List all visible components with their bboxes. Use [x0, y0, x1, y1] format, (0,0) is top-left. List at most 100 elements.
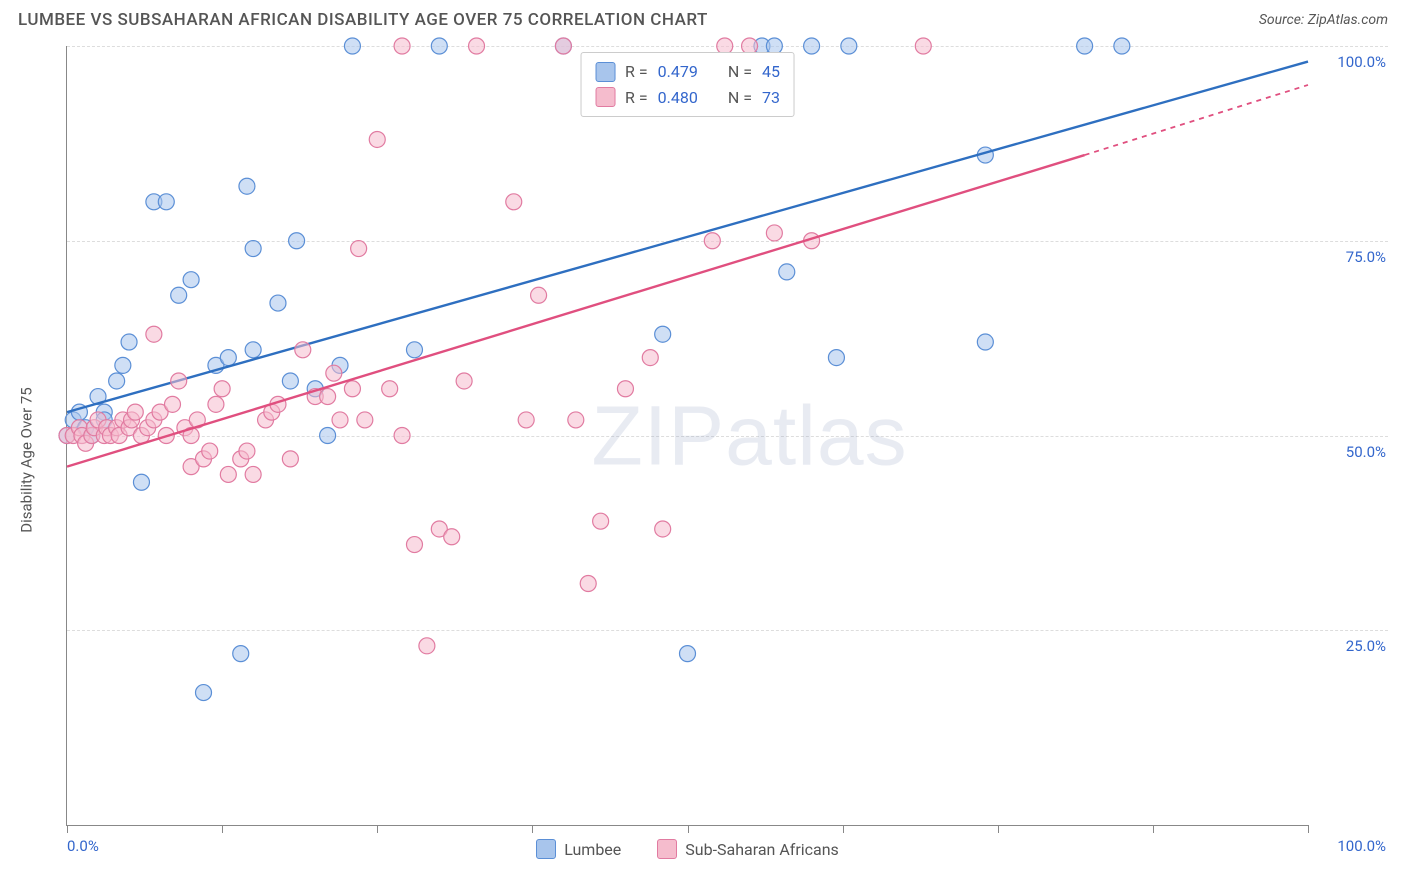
scatter-point	[518, 412, 534, 428]
scatter-point	[419, 638, 435, 654]
scatter-point	[444, 529, 460, 545]
scatter-point	[779, 264, 795, 280]
scatter-point	[704, 233, 720, 249]
scatter-point	[469, 38, 485, 54]
scatter-point	[344, 381, 360, 397]
swatch-lumbee-icon	[595, 62, 615, 82]
r-value: 0.479	[658, 59, 698, 85]
y-axis-label: Disability Age Over 75	[18, 387, 36, 532]
scatter-point	[332, 412, 348, 428]
swatch-lumbee-icon	[536, 839, 556, 859]
n-value: 45	[762, 59, 780, 85]
x-tick	[532, 825, 533, 833]
x-tick	[688, 825, 689, 833]
scatter-point	[220, 466, 236, 482]
n-value: 73	[762, 85, 780, 111]
x-tick	[67, 825, 68, 833]
chart-title: LUMBEE VS SUBSAHARAN AFRICAN DISABILITY …	[18, 10, 708, 30]
scatter-point	[369, 131, 385, 147]
scatter-point	[245, 342, 261, 358]
scatter-point	[214, 381, 230, 397]
plot-area: ZIPatlas R = 0.479 N = 45 R = 0.480 N = …	[66, 46, 1308, 826]
scatter-point	[804, 38, 820, 54]
scatter-point	[766, 225, 782, 241]
scatter-point	[146, 326, 162, 342]
x-tick	[843, 825, 844, 833]
scatter-svg	[67, 46, 1308, 825]
scatter-point	[127, 404, 143, 420]
swatch-ssa-icon	[595, 87, 615, 107]
scatter-point	[320, 389, 336, 405]
x-tick-label: 0.0%	[67, 837, 99, 855]
scatter-point	[456, 373, 472, 389]
legend-label: Lumbee	[564, 840, 621, 859]
scatter-point	[233, 646, 249, 662]
bottom-legend: Lumbee Sub-Saharan Africans	[67, 839, 1308, 859]
scatter-point	[239, 443, 255, 459]
trend-line-dashed	[1085, 85, 1308, 155]
scatter-point	[394, 38, 410, 54]
scatter-point	[289, 233, 305, 249]
scatter-point	[406, 537, 422, 553]
scatter-point	[115, 357, 131, 373]
y-tick-label: 50.0%	[1312, 443, 1386, 461]
scatter-point	[282, 451, 298, 467]
scatter-point	[245, 466, 261, 482]
scatter-point	[171, 373, 187, 389]
n-label: N =	[728, 59, 752, 85]
scatter-point	[270, 295, 286, 311]
scatter-point	[655, 521, 671, 537]
scatter-point	[655, 326, 671, 342]
scatter-point	[295, 342, 311, 358]
scatter-point	[344, 38, 360, 54]
stats-row-lumbee: R = 0.479 N = 45	[595, 59, 780, 85]
r-label: R =	[625, 59, 648, 85]
scatter-point	[1114, 38, 1130, 54]
scatter-point	[282, 373, 298, 389]
chart-container: Disability Age Over 75 ZIPatlas R = 0.47…	[18, 46, 1388, 874]
scatter-point	[680, 646, 696, 662]
scatter-point	[915, 38, 931, 54]
scatter-point	[208, 396, 224, 412]
scatter-point	[196, 685, 212, 701]
legend-item-lumbee: Lumbee	[536, 839, 621, 859]
scatter-point	[220, 350, 236, 366]
scatter-point	[828, 350, 844, 366]
scatter-point	[245, 241, 261, 257]
scatter-point	[568, 412, 584, 428]
x-tick	[998, 825, 999, 833]
scatter-point	[382, 381, 398, 397]
scatter-point	[977, 334, 993, 350]
x-tick	[1308, 825, 1309, 833]
swatch-ssa-icon	[657, 839, 677, 859]
scatter-point	[593, 513, 609, 529]
x-tick	[222, 825, 223, 833]
scatter-point	[164, 396, 180, 412]
scatter-point	[642, 350, 658, 366]
scatter-point	[531, 287, 547, 303]
scatter-point	[841, 38, 857, 54]
scatter-point	[171, 287, 187, 303]
scatter-point	[158, 194, 174, 210]
scatter-point	[555, 38, 571, 54]
x-tick	[1153, 825, 1154, 833]
scatter-point	[506, 194, 522, 210]
scatter-point	[121, 334, 137, 350]
scatter-point	[109, 373, 125, 389]
scatter-point	[394, 428, 410, 444]
n-label: N =	[728, 85, 752, 111]
legend-item-ssa: Sub-Saharan Africans	[657, 839, 839, 859]
scatter-point	[133, 474, 149, 490]
scatter-point	[351, 241, 367, 257]
x-tick	[377, 825, 378, 833]
y-tick-label: 25.0%	[1312, 637, 1386, 655]
y-tick-label: 100.0%	[1312, 53, 1386, 71]
scatter-point	[431, 38, 447, 54]
stats-legend-box: R = 0.479 N = 45 R = 0.480 N = 73	[580, 52, 795, 117]
scatter-point	[617, 381, 633, 397]
x-tick-label: 100.0%	[1312, 837, 1386, 855]
scatter-point	[202, 443, 218, 459]
scatter-point	[406, 342, 422, 358]
scatter-point	[1077, 38, 1093, 54]
scatter-point	[326, 365, 342, 381]
